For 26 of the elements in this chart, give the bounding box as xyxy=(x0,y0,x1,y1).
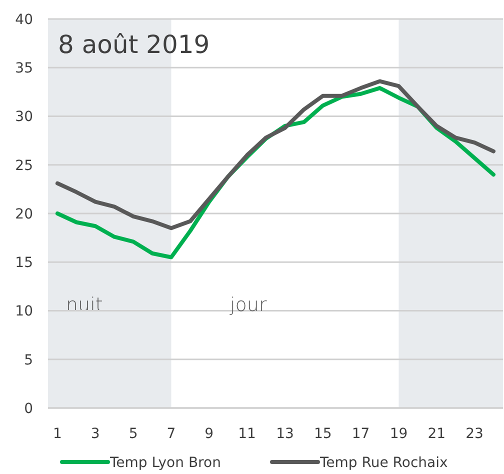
x-tick-label: 13 xyxy=(276,426,294,442)
x-tick-label: 9 xyxy=(204,426,214,442)
y-tick-label: 30 xyxy=(15,109,33,126)
x-tick-label: 17 xyxy=(352,426,370,442)
line-series xyxy=(55,79,496,230)
y-tick-label: 40 xyxy=(15,12,33,28)
x-tick-label: 1 xyxy=(53,426,62,442)
y-tick-label: 15 xyxy=(15,255,33,272)
y-tick-label: 35 xyxy=(15,60,33,77)
text: 8 août 2019 xyxy=(58,30,210,59)
x-tick-label: 3 xyxy=(90,426,100,442)
x-tick-label: 21 xyxy=(428,426,446,442)
x-tick-label: 19 xyxy=(390,426,408,442)
y-tick-label: 20 xyxy=(15,206,33,222)
y-tick-label: 0 xyxy=(24,400,33,417)
x-tick-label: 5 xyxy=(128,426,138,442)
legend-label: Temp Rue Rochaix xyxy=(319,454,448,471)
y-tick-label: 10 xyxy=(15,304,33,320)
x-tick-label: 15 xyxy=(314,426,332,442)
y-tick-label: 5 xyxy=(24,352,33,368)
x-tick-label: 7 xyxy=(166,426,176,442)
x-tick-label: 11 xyxy=(238,426,256,442)
x-tick-label: 23 xyxy=(466,426,484,442)
legend-label: Temp Lyon Bron xyxy=(109,454,221,471)
annotation: jour xyxy=(229,294,267,316)
y-tick-label: 25 xyxy=(15,158,33,174)
